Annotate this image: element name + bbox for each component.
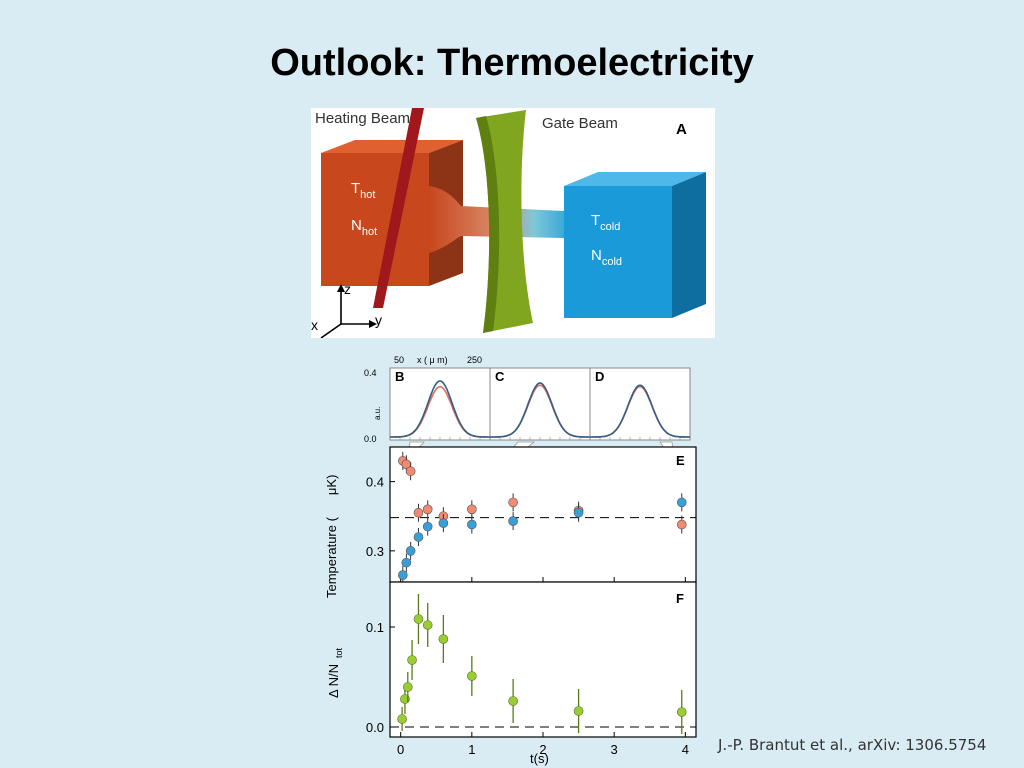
panel-label-e: E <box>676 453 685 468</box>
svg-text:Temperature (μK): Temperature ( μK) <box>324 475 339 598</box>
slide-title: Outlook: Thermoelectricity <box>270 42 754 84</box>
particle-ytick-label: 0.0 <box>366 720 384 735</box>
particle-ytick-label: 0.1 <box>366 620 384 635</box>
profile-curve-dark <box>590 384 690 438</box>
cold-temperature-point <box>467 519 477 530</box>
profile-panel-frame <box>589 367 691 441</box>
particle-point <box>676 707 687 717</box>
profile-curve-dark <box>390 379 490 438</box>
panel-e-frame <box>389 446 697 583</box>
t-cold-label: T <box>591 212 600 229</box>
hot-temperature-point <box>413 507 424 518</box>
cold-temperature-point <box>508 516 518 526</box>
gate-beam-label: Gate Beam <box>542 115 618 132</box>
time-xtick-label: 0 <box>397 742 404 757</box>
cold-temperature-point <box>401 557 412 568</box>
particle-axis-label: Δ N/N <box>326 664 341 698</box>
particle-point <box>508 696 518 706</box>
n-hot-subscript: hot <box>362 226 377 238</box>
profile-panel-frame <box>489 367 591 441</box>
particle-point <box>573 706 584 716</box>
temperature-ytick-label: 0.4 <box>366 475 384 490</box>
panel-label-f: F <box>676 591 684 606</box>
gate-beam <box>476 110 533 333</box>
particle-point <box>467 671 477 681</box>
profile-curve-dark <box>490 382 590 438</box>
profile-y-label: a.u. <box>373 407 382 420</box>
t-cold-subscript: cold <box>600 221 620 233</box>
cold-temperature-point <box>398 570 408 580</box>
time-xtick-label: 4 <box>682 742 689 757</box>
heating-beam <box>373 108 424 308</box>
particle-point <box>422 620 433 630</box>
cold-temperature-point <box>573 507 584 518</box>
time-xtick-label: 2 <box>539 742 546 757</box>
svg-text:Thot: Thot <box>351 180 375 201</box>
profile-x-label: x ( μ m) <box>417 355 448 365</box>
time-xtick-label: 3 <box>611 742 618 757</box>
hot-temperature-point <box>676 519 687 530</box>
axis-x-label: x <box>311 317 318 333</box>
hot-temperature-point <box>467 504 477 515</box>
hot-temperature-point <box>508 497 518 508</box>
hot-temperature-point <box>405 466 416 477</box>
profile-x-right-tick: 250 <box>467 355 482 365</box>
heating-beam-label: Heating Beam <box>315 110 410 127</box>
svg-text:Δ N/Ntot: Δ N/N tot <box>326 648 344 698</box>
temperature-axis-label: Temperature ( <box>324 516 339 598</box>
panel-label-a: A <box>676 121 687 138</box>
svg-text:Tcold: Tcold <box>591 212 620 233</box>
particle-axis-subscript: tot <box>334 648 344 659</box>
n-cold-subscript: cold <box>602 256 622 268</box>
time-xtick-label: 1 <box>468 742 475 757</box>
particle-point <box>407 655 417 665</box>
coordinate-axes <box>320 284 377 338</box>
panel-f-frame <box>389 581 697 738</box>
thermoelectric-schematic: Heating Beam Gate Beam A Thot Nhot Tcold… <box>311 108 715 338</box>
density-profiles: B C D <box>389 367 691 441</box>
particle-number-plot: 0.0 0.1 0 1 2 3 4 <box>366 594 696 757</box>
cold-reservoir <box>564 172 706 318</box>
axis-y-label: y <box>375 312 382 328</box>
profile-x-left-tick: 50 <box>394 355 404 365</box>
t-hot-label: T <box>351 180 360 197</box>
axis-z-label: z <box>344 281 351 297</box>
svg-text:Ncold: Ncold <box>591 247 622 268</box>
profile-y-bottom-tick: 0.0 <box>364 434 377 444</box>
temperature-ytick-label: 0.3 <box>366 544 384 559</box>
n-hot-label: N <box>351 217 362 234</box>
panel-label-c: C <box>495 369 505 384</box>
hot-temperature-point <box>422 504 433 515</box>
svg-text:Nhot: Nhot <box>351 217 377 238</box>
temperature-plot: 0.3 0.4 <box>366 451 696 585</box>
cold-temperature-point <box>676 497 687 508</box>
temperature-axis-unit: μK) <box>324 475 339 496</box>
panel-label-d: D <box>595 369 604 384</box>
cold-temperature-point <box>413 532 424 542</box>
particle-point <box>397 714 407 724</box>
particle-point <box>413 614 424 624</box>
hot-reservoir <box>321 140 463 286</box>
profile-y-top-tick: 0.4 <box>364 368 377 378</box>
citation: J.-P. Brantut et al., arXiv: 1306.5754 <box>718 736 987 754</box>
cold-temperature-point <box>405 546 416 556</box>
t-hot-subscript: hot <box>360 189 375 201</box>
particle-point <box>438 634 449 644</box>
particle-point <box>402 682 413 692</box>
profile-panel-frame <box>389 367 491 441</box>
time-axis-label: t(s) <box>530 751 549 766</box>
panel-label-b: B <box>395 369 404 384</box>
cold-temperature-point <box>422 521 433 532</box>
n-cold-label: N <box>591 247 602 264</box>
cold-temperature-point <box>438 518 449 528</box>
